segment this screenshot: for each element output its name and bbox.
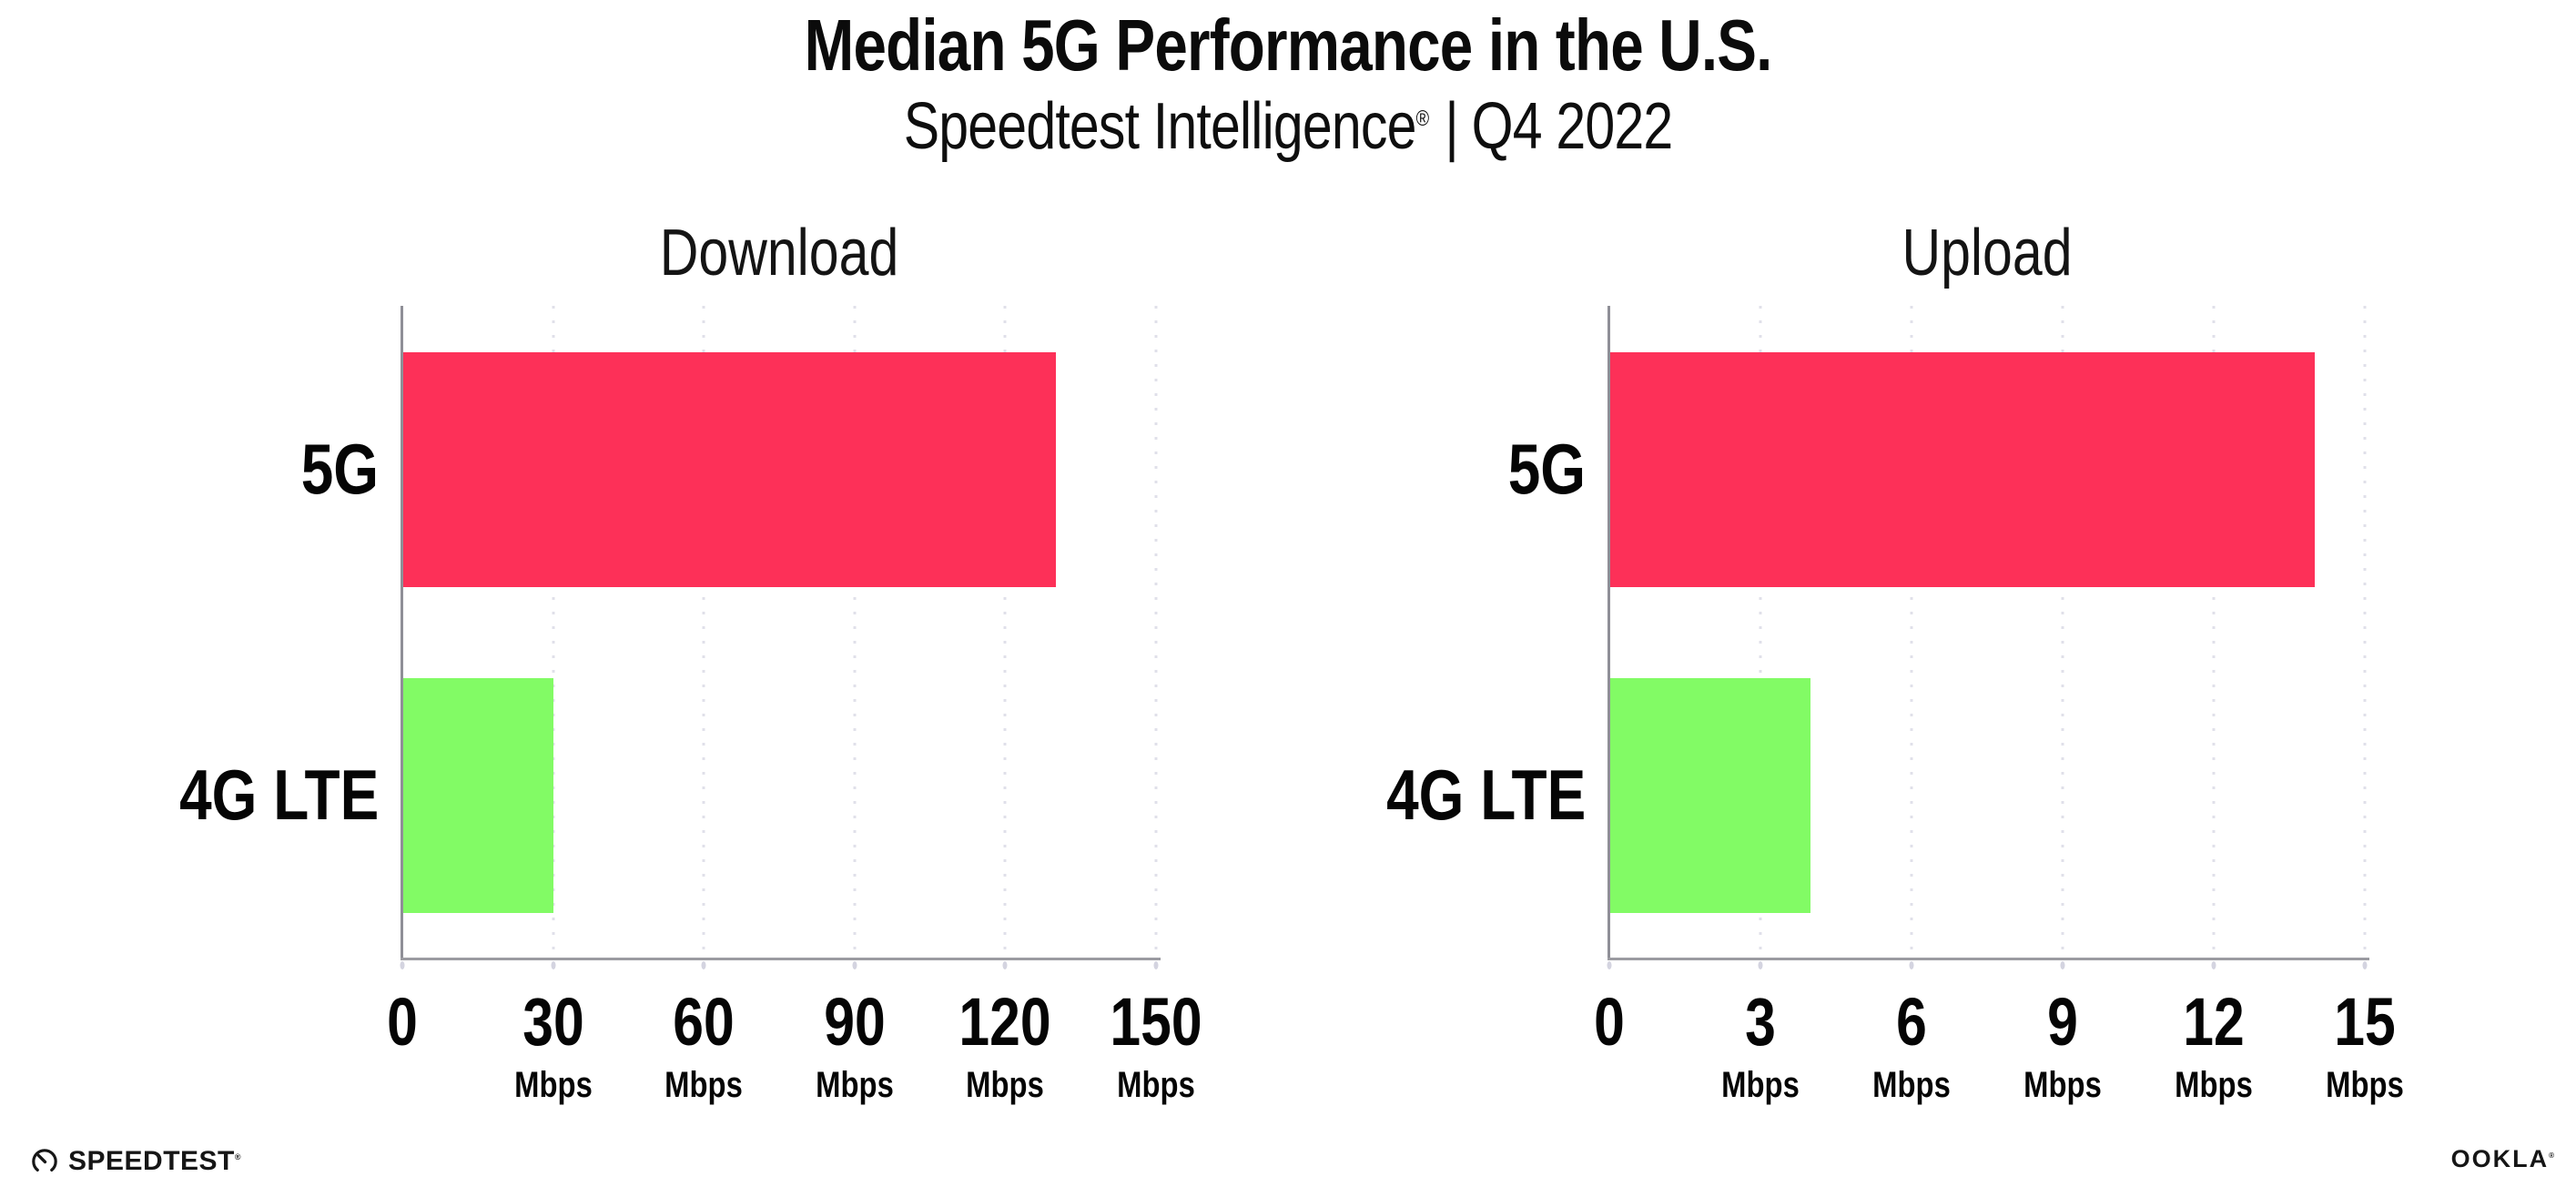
x-tick-unit: [1594, 1067, 1625, 1103]
x-tick-unit: Mbps: [1872, 1065, 1951, 1105]
gridline: [853, 306, 857, 958]
speedtest-trademark-symbol: ®: [234, 1152, 242, 1161]
gridline: [702, 306, 705, 958]
x-tick-number: 30: [522, 984, 584, 1060]
x-tick-unit: Mbps: [2175, 1065, 2253, 1105]
x-tick-label: 15 Mbps: [2317, 984, 2412, 1105]
x-tick-number: 15: [2334, 984, 2396, 1060]
x-tick-number: 12: [2183, 984, 2245, 1060]
subtitle-brand: Speedtest Intelligence: [903, 90, 1417, 163]
category-label-5g: 5G: [300, 429, 379, 509]
gridline: [2212, 306, 2216, 958]
x-tick-unit: Mbps: [815, 1065, 894, 1105]
x-tick-number: 150: [1110, 984, 1202, 1060]
x-tick-label: 150 Mbps: [1100, 984, 1212, 1105]
bar-4g-lte: [1609, 677, 1811, 913]
x-tick-unit: Mbps: [2326, 1065, 2404, 1105]
page-title-text: Median 5G Performance in the U.S.: [804, 5, 1773, 86]
gridline: [1759, 306, 1762, 958]
x-tick-label: 12 Mbps: [2166, 984, 2261, 1105]
gridline: [2061, 306, 2064, 958]
gridline: [2363, 306, 2367, 958]
page-subtitle: Speedtest Intelligence® | Q4 2022: [0, 90, 2576, 163]
category-label-5g: 5G: [1507, 429, 1586, 509]
x-tick-label: 60 Mbps: [656, 984, 751, 1105]
speedtest-wordmark: SPEEDTEST®: [68, 1146, 242, 1176]
x-tick-unit: Mbps: [1721, 1065, 1800, 1105]
x-tick-unit: Mbps: [966, 1065, 1045, 1105]
x-axis-line: [401, 958, 1161, 960]
x-tick-label: 0: [383, 989, 421, 1103]
x-tick-label: 9 Mbps: [2015, 984, 2110, 1105]
chart-title-upload: Upload: [1902, 217, 2073, 289]
gridline: [552, 306, 555, 958]
speedtest-logo: SPEEDTEST®: [31, 1148, 241, 1175]
x-tick-number: 90: [824, 984, 886, 1060]
gridline: [1910, 306, 1913, 958]
speedtest-gauge-icon: [32, 1149, 57, 1174]
x-tick-number: 9: [2047, 984, 2078, 1060]
x-axis-tick-mark: [2362, 961, 2368, 969]
x-tick-number: 0: [387, 984, 418, 1060]
ookla-trademark-symbol: ®: [2549, 1151, 2554, 1160]
x-tick-number: 120: [958, 984, 1052, 1060]
x-tick-label: 90 Mbps: [807, 984, 902, 1105]
chart-title-download: Download: [659, 217, 899, 289]
y-axis-line: [1607, 306, 1610, 959]
x-axis-tick-mark: [2211, 961, 2216, 969]
category-label-4g-lte: 4G LTE: [178, 755, 379, 835]
x-axis-tick-mark: [1002, 961, 1008, 969]
x-tick-label: 30 Mbps: [505, 984, 600, 1105]
download-chart-plot-area: Download 0 30 Mbps 60 Mbps 90 Mbps 120 Mbps 150 Mb…: [179, 220, 1202, 1103]
x-tick-unit: Mbps: [2023, 1065, 2102, 1105]
x-axis-tick-mark: [701, 961, 706, 969]
x-tick-number: 3: [1745, 984, 1776, 1060]
x-tick-label: 0: [1590, 989, 1628, 1103]
x-tick-unit: [387, 1067, 418, 1103]
x-axis-tick-mark: [400, 961, 405, 969]
x-tick-label: 3 Mbps: [1713, 984, 1808, 1105]
y-axis-line: [401, 306, 403, 959]
x-axis-tick-mark: [1607, 961, 1612, 969]
x-axis-tick-mark: [1909, 961, 1914, 969]
bar-5g: [1609, 351, 2315, 587]
x-tick-number: 0: [1594, 984, 1625, 1060]
x-tick-unit: Mbps: [513, 1065, 593, 1105]
x-tick-number: 6: [1896, 984, 1927, 1060]
x-axis-tick-mark: [551, 961, 556, 969]
upload-chart-plot-area: Upload 0 3 Mbps 6 Mbps 9 Mbps 12 Mbps 15 Mbps 5G 4G …: [1386, 220, 2404, 1103]
page-title: Median 5G Performance in the U.S.: [0, 9, 2576, 82]
x-axis-tick-mark: [2060, 961, 2065, 969]
registered-trademark-symbol: ®: [1415, 107, 1429, 131]
ookla-wordmark: OOKLA: [2450, 1145, 2550, 1172]
bar-5g: [402, 351, 1056, 587]
ookla-logo: OOKLA®: [2451, 1147, 2554, 1172]
x-tick-number: 60: [673, 984, 735, 1060]
x-axis-tick-mark: [1153, 961, 1159, 969]
page-subtitle-text: Speedtest Intelligence® | Q4 2022: [903, 90, 1674, 163]
x-axis-tick-mark: [1758, 961, 1763, 969]
x-tick-unit: Mbps: [1117, 1065, 1195, 1105]
subtitle-period: Q4 2022: [1471, 90, 1674, 163]
subtitle-separator: |: [1445, 90, 1458, 163]
x-tick-unit: Mbps: [664, 1065, 744, 1105]
category-label-4g-lte: 4G LTE: [1385, 755, 1586, 835]
x-axis-tick-mark: [852, 961, 857, 969]
x-tick-label: 120 Mbps: [949, 984, 1061, 1105]
gridline: [1003, 306, 1007, 958]
x-tick-label: 6 Mbps: [1864, 984, 1959, 1105]
x-axis-line: [1607, 958, 2369, 960]
bar-4g-lte: [402, 677, 553, 913]
gridline: [1154, 306, 1158, 958]
